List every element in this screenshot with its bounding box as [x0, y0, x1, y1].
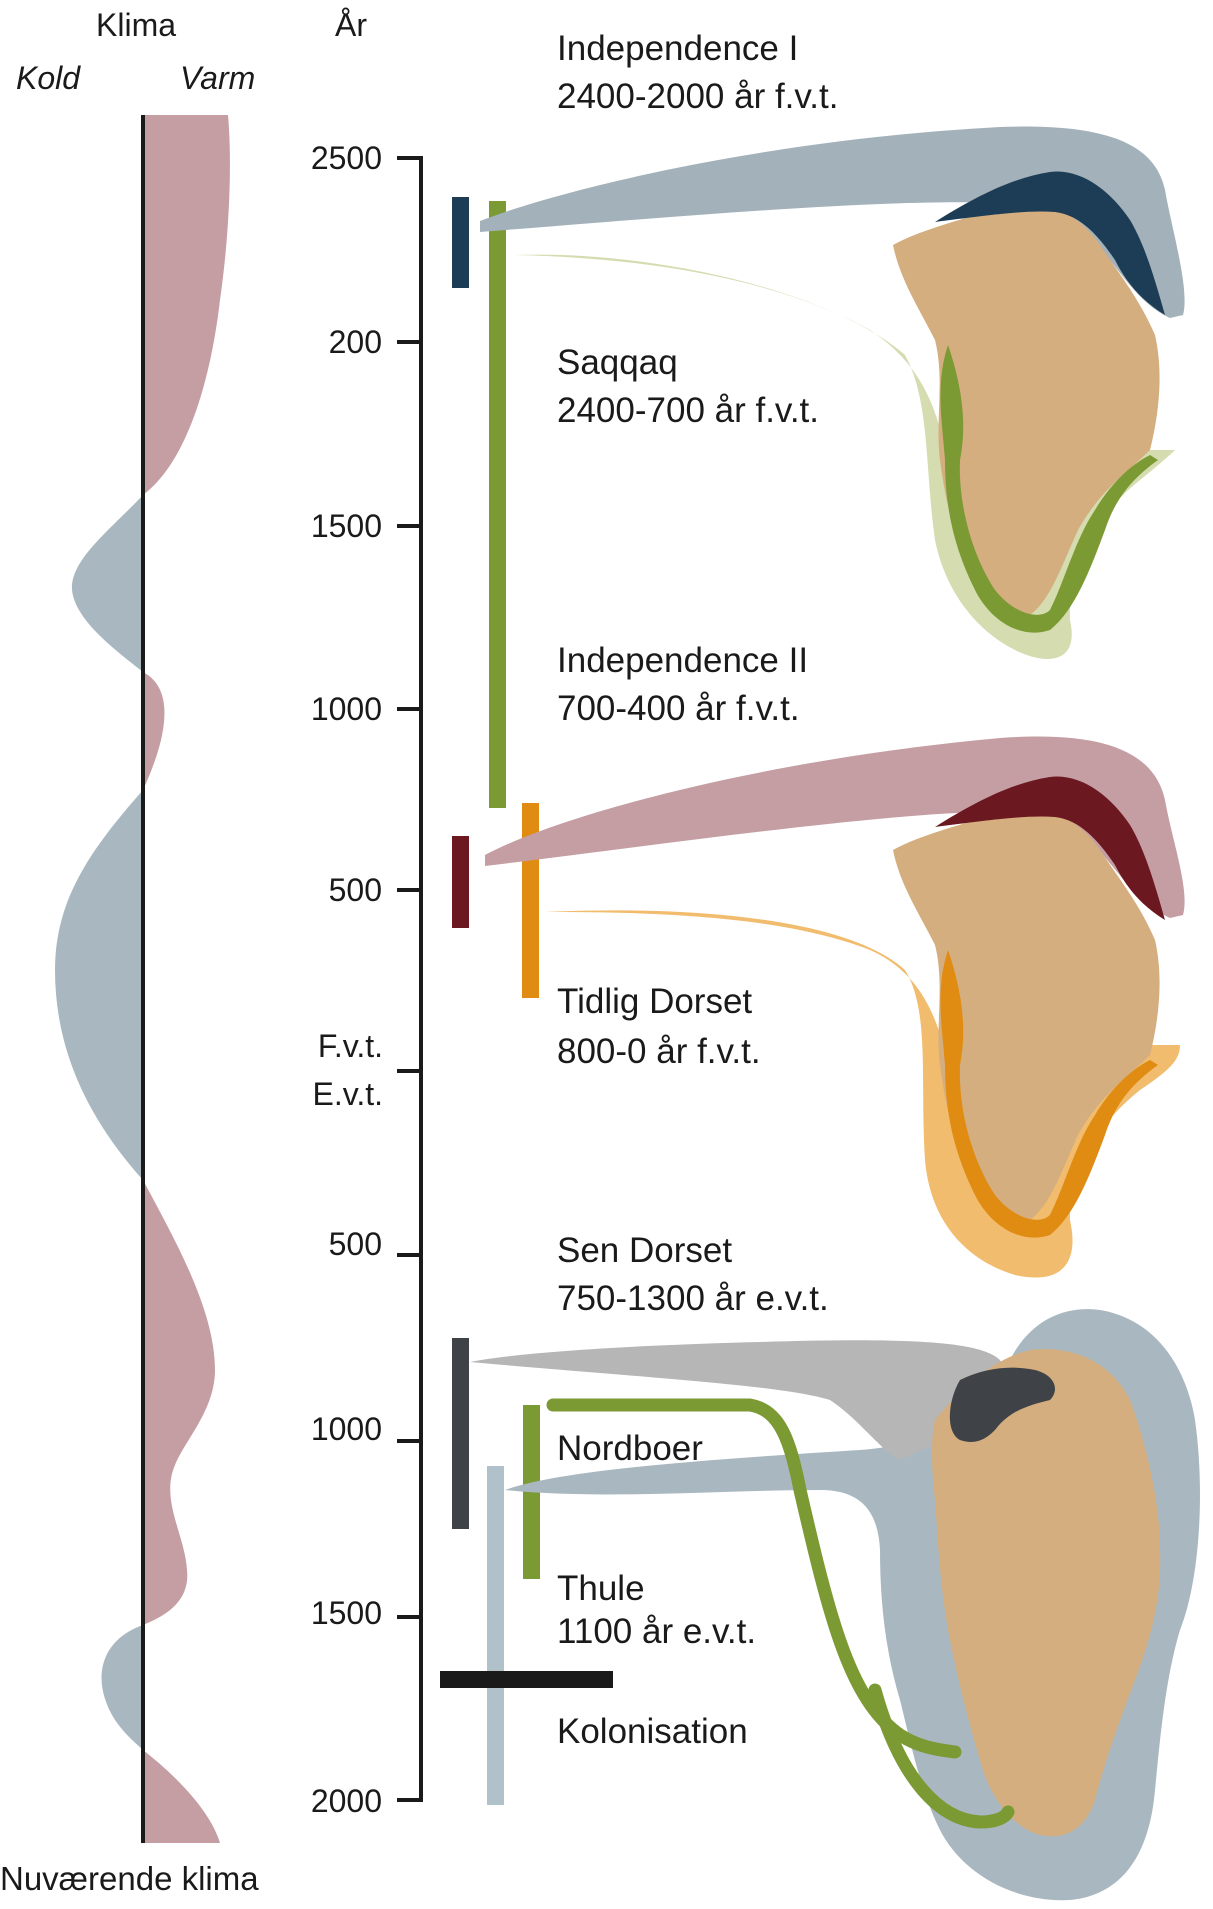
coastline-sen-dorset [949, 1367, 1055, 1442]
route-nordboer-2 [868, 1683, 1015, 1829]
climate-cold-3 [101, 1625, 143, 1750]
tick-label: 1000 [311, 691, 382, 727]
bar-saqqaq [489, 201, 506, 808]
header-varm: Varm [180, 60, 255, 96]
label-sen-dorset-period: 750-1300 år e.v.t. [557, 1279, 829, 1318]
header-klima: Klima [96, 7, 176, 43]
tick-label: 200 [329, 324, 382, 360]
tick-label: 2500 [311, 140, 382, 176]
tick-label: 2000 [311, 1783, 382, 1819]
climate-warm-4 [143, 1750, 220, 1843]
bar-tidlig-dorset [522, 803, 539, 998]
climate-curve [55, 115, 230, 1843]
label-kolonisation-name: Kolonisation [557, 1712, 748, 1751]
bar-kolonisation [440, 1671, 613, 1688]
route-nordboer-1 [546, 1398, 962, 1759]
tick-label: 1500 [311, 508, 382, 544]
label-saqqaq-period: 2400-700 år f.v.t. [557, 391, 819, 430]
coastline-tidlig-dorset [940, 950, 1158, 1238]
migration-independence-ii [485, 736, 1185, 918]
bar-independence-i [452, 197, 469, 288]
footer-current-climate: Nuværende klima [0, 1860, 259, 1897]
climate-warm-2 [143, 672, 165, 790]
label-thule-period: 1100 år e.v.t. [557, 1612, 756, 1651]
label-tidlig-dorset-name: Tidlig Dorset [557, 982, 752, 1021]
coastline-saqqaq [940, 345, 1158, 633]
coastline-independence-i [935, 171, 1165, 315]
map-sen-dorset-nordboer-thule [470, 1309, 1200, 1901]
culture-labels: Independence I 2400-2000 år f.v.t. Saqqa… [557, 29, 838, 1751]
map-independence-i-saqqaq [480, 126, 1185, 659]
label-independence-ii-period: 700-400 år f.v.t. [557, 689, 800, 728]
time-axis: 2500 200 1500 1000 500 F.v.t. E.v.t. 500… [311, 140, 423, 1819]
climate-warm-1 [143, 115, 230, 495]
tick-label: 500 [329, 1226, 382, 1262]
era-label-after: E.v.t. [312, 1076, 383, 1112]
climate-warm-3 [143, 1180, 215, 1625]
label-thule-name: Thule [557, 1569, 645, 1608]
bar-independence-ii [452, 836, 469, 928]
tick-label: 1000 [311, 1411, 382, 1447]
label-tidlig-dorset-period: 800-0 år f.v.t. [557, 1032, 761, 1071]
bar-thule [487, 1466, 504, 1805]
era-label-before: F.v.t. [318, 1028, 383, 1064]
label-independence-i-name: Independence I [557, 29, 798, 68]
header-aar: År [335, 7, 367, 43]
migration-sen-dorset [470, 1340, 1006, 1460]
label-independence-ii-name: Independence II [557, 641, 808, 680]
label-sen-dorset-name: Sen Dorset [557, 1231, 732, 1270]
map-greenland-3 [931, 1349, 1161, 1837]
tick-label: 500 [329, 872, 382, 908]
header-kold: Kold [16, 60, 81, 96]
tick-label: 1500 [311, 1595, 382, 1631]
migration-independence-i [480, 126, 1185, 319]
label-saqqaq-name: Saqqaq [557, 343, 678, 382]
coastline-independence-ii [935, 776, 1165, 920]
label-nordboer-name: Nordboer [557, 1429, 703, 1468]
map-independence-ii-tidlig-dorset [485, 736, 1185, 1278]
bar-sen-dorset [452, 1338, 469, 1529]
climate-cold-2 [55, 790, 143, 1180]
climate-cold-1 [71, 495, 143, 672]
label-independence-i-period: 2400-2000 år f.v.t. [557, 77, 838, 116]
